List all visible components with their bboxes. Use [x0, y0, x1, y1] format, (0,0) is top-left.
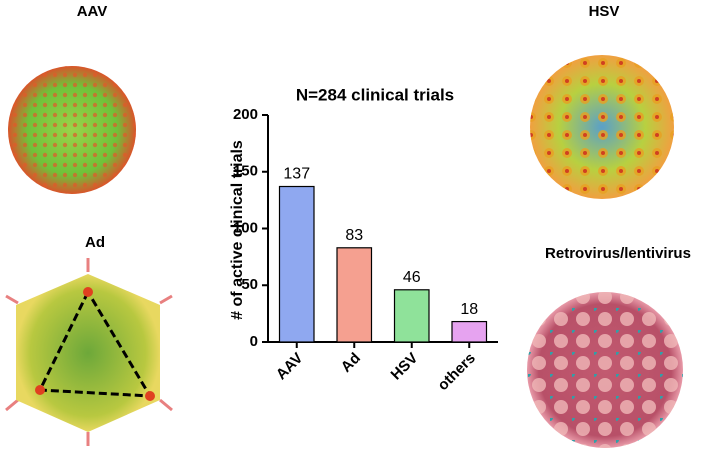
x-tick-label: others — [434, 350, 478, 394]
ad-image — [5, 258, 173, 446]
y-tick-label: 50 — [241, 276, 258, 293]
bar — [451, 320, 488, 343]
panel-label: HSV — [589, 3, 620, 20]
value-label: 137 — [283, 166, 310, 183]
panel-label: Retrovirus/lentivirus — [545, 245, 691, 262]
aav-image — [8, 66, 136, 194]
panel-label: Ad — [85, 234, 105, 251]
x-tick-label: AAV — [273, 350, 307, 384]
y-axis-label: # of active clinical trials — [229, 140, 246, 320]
hsv-image — [530, 55, 674, 199]
retrovirus-image — [527, 292, 683, 448]
y-tick-label: 100 — [233, 219, 258, 236]
value-label: 46 — [403, 269, 421, 286]
y-tick-label: 0 — [250, 333, 258, 350]
bar — [393, 289, 430, 343]
x-tick-label: HSV — [388, 350, 422, 384]
panel-label: AAV — [77, 3, 108, 20]
value-label: 83 — [345, 227, 363, 244]
chart-title: N=284 clinical trials — [296, 85, 454, 104]
value-label: 18 — [460, 301, 478, 318]
bar — [278, 185, 315, 343]
y-tick-label: 200 — [233, 106, 258, 123]
bar — [336, 247, 373, 343]
y-tick-label: 150 — [233, 163, 258, 180]
x-tick-label: Ad — [338, 350, 364, 376]
